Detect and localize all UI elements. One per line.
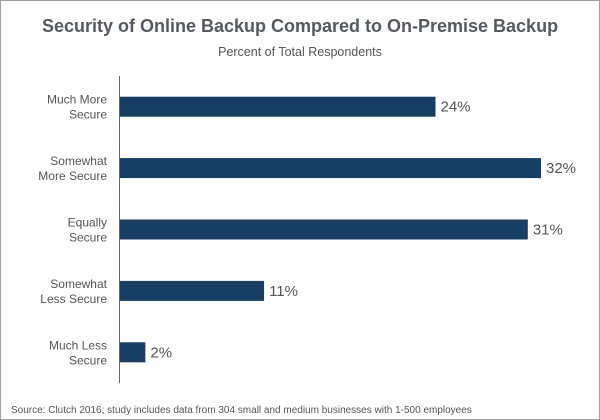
category-label: Somewhat More Secure [38, 154, 107, 183]
data-label: 32% [546, 160, 576, 177]
source-note: Source: Clutch 2016; study includes data… [11, 405, 472, 416]
bar [119, 280, 265, 301]
category-label: Much Less Secure [49, 338, 107, 367]
bar [119, 158, 541, 179]
chart-subtitle: Percent of Total Respondents [218, 45, 382, 59]
data-label: 24% [441, 99, 471, 116]
category-label: Equally Secure [68, 216, 108, 245]
category-label: Somewhat Less Secure [40, 277, 107, 306]
data-label: 11% [269, 283, 298, 300]
bar [119, 342, 146, 363]
data-label: 2% [150, 344, 172, 361]
bar [119, 96, 436, 117]
chart-title: Security of Online Backup Compared to On… [41, 16, 559, 36]
bar [119, 219, 528, 240]
category-label: Much More Secure [47, 93, 107, 122]
data-label: 31% [533, 222, 563, 239]
